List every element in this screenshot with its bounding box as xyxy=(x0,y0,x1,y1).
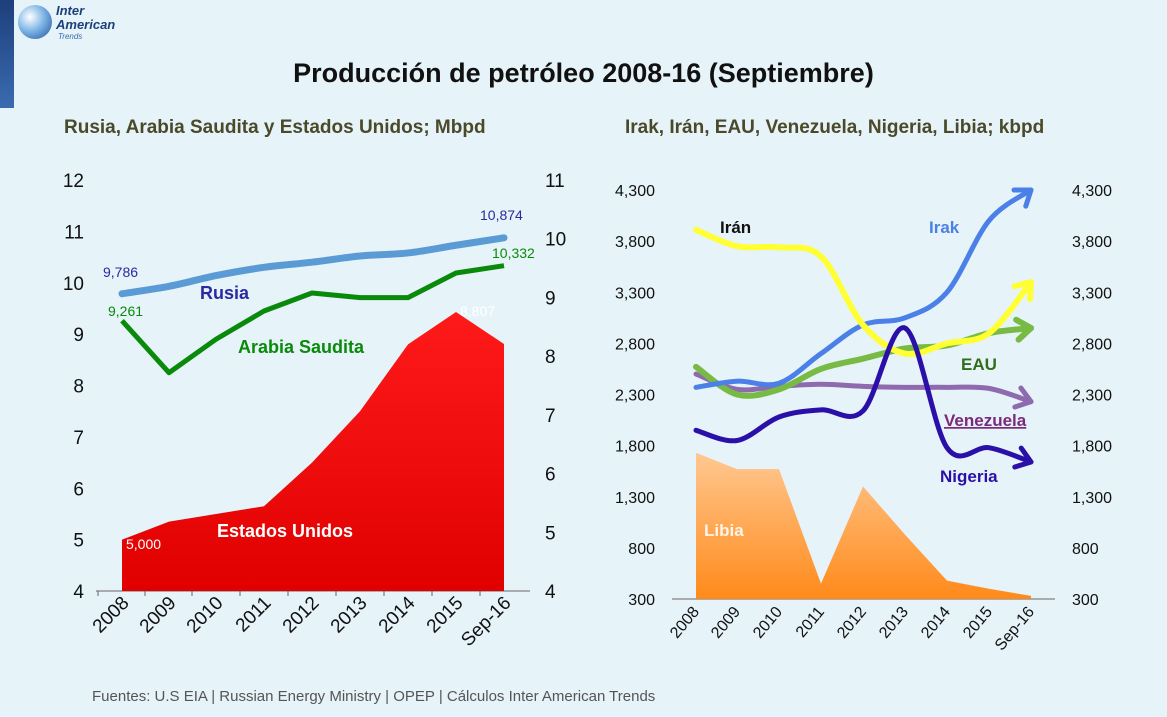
source-note: Fuentes: U.S EIA | Russian Energy Minist… xyxy=(92,688,656,705)
left-y2-tick-label: 10 xyxy=(545,230,566,251)
data-label-eeuu-last: 8,807 xyxy=(460,303,495,319)
area-libia xyxy=(696,452,1031,599)
arrowhead-nigeria xyxy=(1012,445,1034,470)
page-title: Producción de petróleo 2008-16 (Septiemb… xyxy=(293,58,874,88)
left-x-tick-label: 2013 xyxy=(327,593,372,638)
left-y2-tick-label: 8 xyxy=(545,347,556,368)
line-arabia-saudita xyxy=(120,263,505,376)
left-y-tick-label: 8 xyxy=(73,377,84,398)
left-x-tick-label: 2014 xyxy=(375,592,420,637)
right-y2-tick-label: 2,800 xyxy=(1072,336,1112,353)
right-x-tick-label: 2010 xyxy=(750,604,786,642)
right-y2-tick-label: 2,300 xyxy=(1072,388,1112,405)
arrowhead-venezuela xyxy=(1012,385,1034,410)
right-x-tick-label: 2009 xyxy=(708,604,744,642)
right-y2-tick-label: 300 xyxy=(1072,592,1099,609)
area-estados-unidos xyxy=(122,312,504,591)
right-y-tick-label: 4,300 xyxy=(615,183,655,200)
label-irak: Irak xyxy=(929,218,960,237)
right-y-tick-label: 1,800 xyxy=(615,439,655,456)
right-x-tick-label: 2011 xyxy=(793,604,828,641)
left-y2-tick-label: 7 xyxy=(545,406,556,427)
left-y-tick-label: 9 xyxy=(73,325,84,346)
left-chart-title: Rusia, Arabia Saudita y Estados Unidos; … xyxy=(64,117,486,138)
left-x-tick-label: Sep-16 xyxy=(457,593,515,651)
right-y2-tick-label: 3,300 xyxy=(1072,285,1112,302)
left-x-tick-label: 2010 xyxy=(183,593,228,638)
line-venezuela xyxy=(693,371,1034,405)
right-x-tick-label: 2008 xyxy=(667,604,703,642)
right-y-tick-label: 1,300 xyxy=(615,490,655,507)
right-y2-tick-label: 3,800 xyxy=(1072,234,1112,251)
arrowhead-irak xyxy=(1011,187,1034,209)
right-y-tick-label: 300 xyxy=(628,592,655,609)
left-y-tick-label: 11 xyxy=(64,222,84,243)
right-chart-title: Irak, Irán, EAU, Venezuela, Nigeria, Lib… xyxy=(625,117,1045,138)
line-nigeria xyxy=(693,325,1034,465)
line-rusia xyxy=(118,234,508,298)
left-y-tick-label: 7 xyxy=(73,428,84,449)
left-x-tick-label: 2009 xyxy=(136,593,181,638)
left-y-tick-label: 6 xyxy=(73,479,84,500)
label-venezuela: Venezuela xyxy=(944,411,1027,430)
right-x-tick-label: 2013 xyxy=(876,604,912,642)
right-y2-tick-label: 1,300 xyxy=(1072,490,1112,507)
label-nigeria: Nigeria xyxy=(940,467,998,486)
left-x-tick-label: 2015 xyxy=(423,593,468,638)
right-y2-tick-label: 1,800 xyxy=(1072,439,1112,456)
right-x-tick-label: Sep-16 xyxy=(992,604,1038,655)
left-y-tick-label: 4 xyxy=(73,582,84,603)
logo-side-bar xyxy=(0,0,14,108)
left-y-tick-label: 10 xyxy=(63,274,84,295)
left-y2-tick-label: 4 xyxy=(545,582,556,603)
line-iran xyxy=(693,226,1034,358)
logo-text-american: American xyxy=(56,17,116,32)
right-y2-tick-label: 800 xyxy=(1072,541,1099,558)
right-y-tick-label: 2,800 xyxy=(615,336,655,353)
globe-icon xyxy=(18,5,52,39)
logo-text-inter: Inter xyxy=(56,3,85,18)
right-y-tick-label: 2,300 xyxy=(615,388,655,405)
arrowhead-eau xyxy=(1013,316,1034,343)
label-libia: Libia xyxy=(704,521,744,540)
left-x-tick-label: 2008 xyxy=(89,593,134,638)
label-iran: Irán xyxy=(720,218,751,237)
left-y2-tick-label: 6 xyxy=(545,465,556,486)
right-x-tick-label: 2014 xyxy=(918,604,954,642)
data-label-rusia-last: 10,874 xyxy=(480,207,523,223)
logo: Inter American Trends xyxy=(0,0,130,108)
data-label-arabia-first: 9,261 xyxy=(108,303,143,319)
left-y-tick-label: 12 xyxy=(63,171,84,192)
logo-text-trends: Trends xyxy=(58,32,83,41)
data-label-arabia-last: 10,332 xyxy=(492,245,535,261)
left-y-tick-label: 5 xyxy=(73,531,84,552)
right-y-tick-label: 3,800 xyxy=(615,234,655,251)
left-y2-tick-label: 11 xyxy=(545,171,565,192)
right-y-tick-label: 800 xyxy=(628,541,655,558)
arrowhead-iran xyxy=(1011,279,1034,302)
left-y2-tick-label: 5 xyxy=(545,523,556,544)
right-y2-tick-label: 4,300 xyxy=(1072,183,1112,200)
data-label-rusia-first: 9,786 xyxy=(103,264,138,280)
right-x-tick-label: 2015 xyxy=(960,604,996,642)
left-x-tick-label: 2011 xyxy=(232,593,276,637)
right-y-tick-label: 3,300 xyxy=(615,285,655,302)
label-estados-unidos: Estados Unidos xyxy=(217,521,353,541)
right-x-tick-label: 2012 xyxy=(834,604,870,642)
left-x-tick-label: 2012 xyxy=(279,593,324,638)
label-arabia-saudita: Arabia Saudita xyxy=(238,337,365,357)
left-y2-tick-label: 9 xyxy=(545,288,556,309)
data-label-eeuu-first: 5,000 xyxy=(126,536,161,552)
label-eau: EAU xyxy=(961,355,997,374)
label-rusia: Rusia xyxy=(200,283,250,303)
